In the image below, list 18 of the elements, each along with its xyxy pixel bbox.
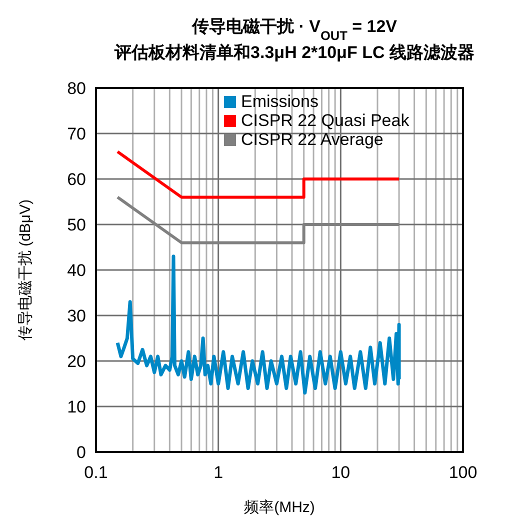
y-tick-label: 30	[67, 306, 86, 326]
x-tick-label: 10	[331, 463, 350, 482]
y-tick-label: 60	[67, 170, 86, 189]
y-tick-label: 10	[67, 398, 86, 416]
y-tick-label: 80	[67, 79, 86, 98]
y-tick-label: 20	[67, 352, 86, 371]
chart-subtitle: 评估板材料清单和3.3μH 2*10μF LC 线路滤波器	[114, 43, 474, 62]
y-tick-label: 0	[76, 443, 86, 462]
y-tick-label: 40	[67, 261, 86, 280]
x-tick-label: 1	[214, 463, 224, 482]
x-axis-title: 频率(MHz)	[244, 499, 315, 516]
y-tick-label: 70	[67, 124, 86, 144]
chart-title: 传导电磁干扰 · V$_{OUT}$ = 12V	[191, 17, 398, 42]
legend-label: Emissions	[241, 92, 318, 111]
y-axis-title: 传导电磁干扰 (dBμV)	[17, 199, 34, 341]
x-tick-label: 100	[448, 463, 478, 482]
x-tick-label: 0.1	[84, 463, 108, 482]
y-tick-label: 50	[67, 216, 86, 234]
